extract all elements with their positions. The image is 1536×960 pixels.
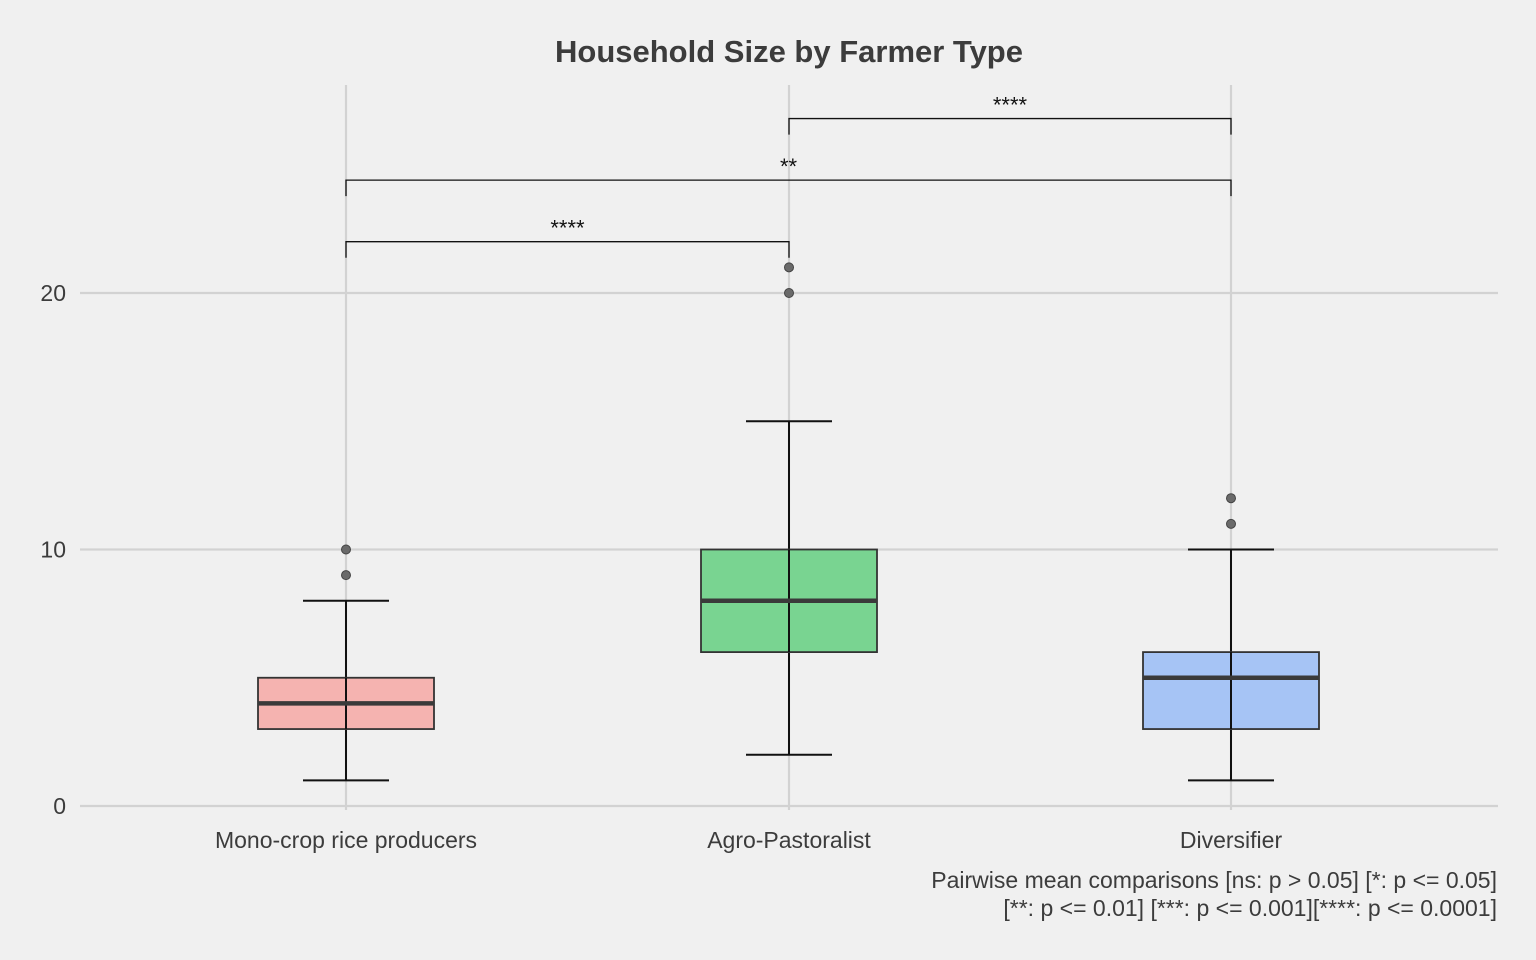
caption: Pairwise mean comparisons [ns: p > 0.05]… (931, 867, 1497, 921)
outlier-point (784, 262, 794, 273)
significance-bracket (345, 179, 1232, 197)
x-tick-label: Agro-Pastoralist (707, 827, 871, 853)
box-group (257, 544, 435, 782)
boxes (257, 262, 1320, 782)
y-tick-label: 0 (53, 793, 66, 819)
significance-brackets: ********** (345, 93, 1232, 258)
y-axis-ticks: 0 10 20 (40, 280, 66, 819)
box-group (1142, 493, 1320, 782)
y-tick-label: 20 (40, 280, 66, 306)
outlier-point (341, 570, 351, 581)
significance-label: **** (550, 216, 585, 241)
x-tick-label: Diversifier (1180, 827, 1283, 853)
significance-label: **** (993, 93, 1028, 118)
x-axis-ticks: Mono-crop rice producers Agro-Pastoralist… (215, 827, 1282, 853)
chart-title: Household Size by Farmer Type (555, 34, 1023, 69)
outlier-point (1226, 493, 1236, 504)
outlier-point (784, 288, 794, 298)
y-tick-label: 10 (40, 537, 66, 563)
caption-line: [**: p <= 0.01] [***: p <= 0.001][****: … (1003, 895, 1497, 921)
caption-line: Pairwise mean comparisons [ns: p > 0.05]… (931, 867, 1497, 893)
x-tick-label: Mono-crop rice producers (215, 827, 477, 853)
box-group (700, 262, 878, 756)
significance-label: ** (780, 154, 798, 179)
significance-bracket (345, 241, 790, 258)
outlier-point (1226, 518, 1236, 529)
outlier-point (341, 544, 351, 555)
significance-bracket (788, 117, 1232, 135)
